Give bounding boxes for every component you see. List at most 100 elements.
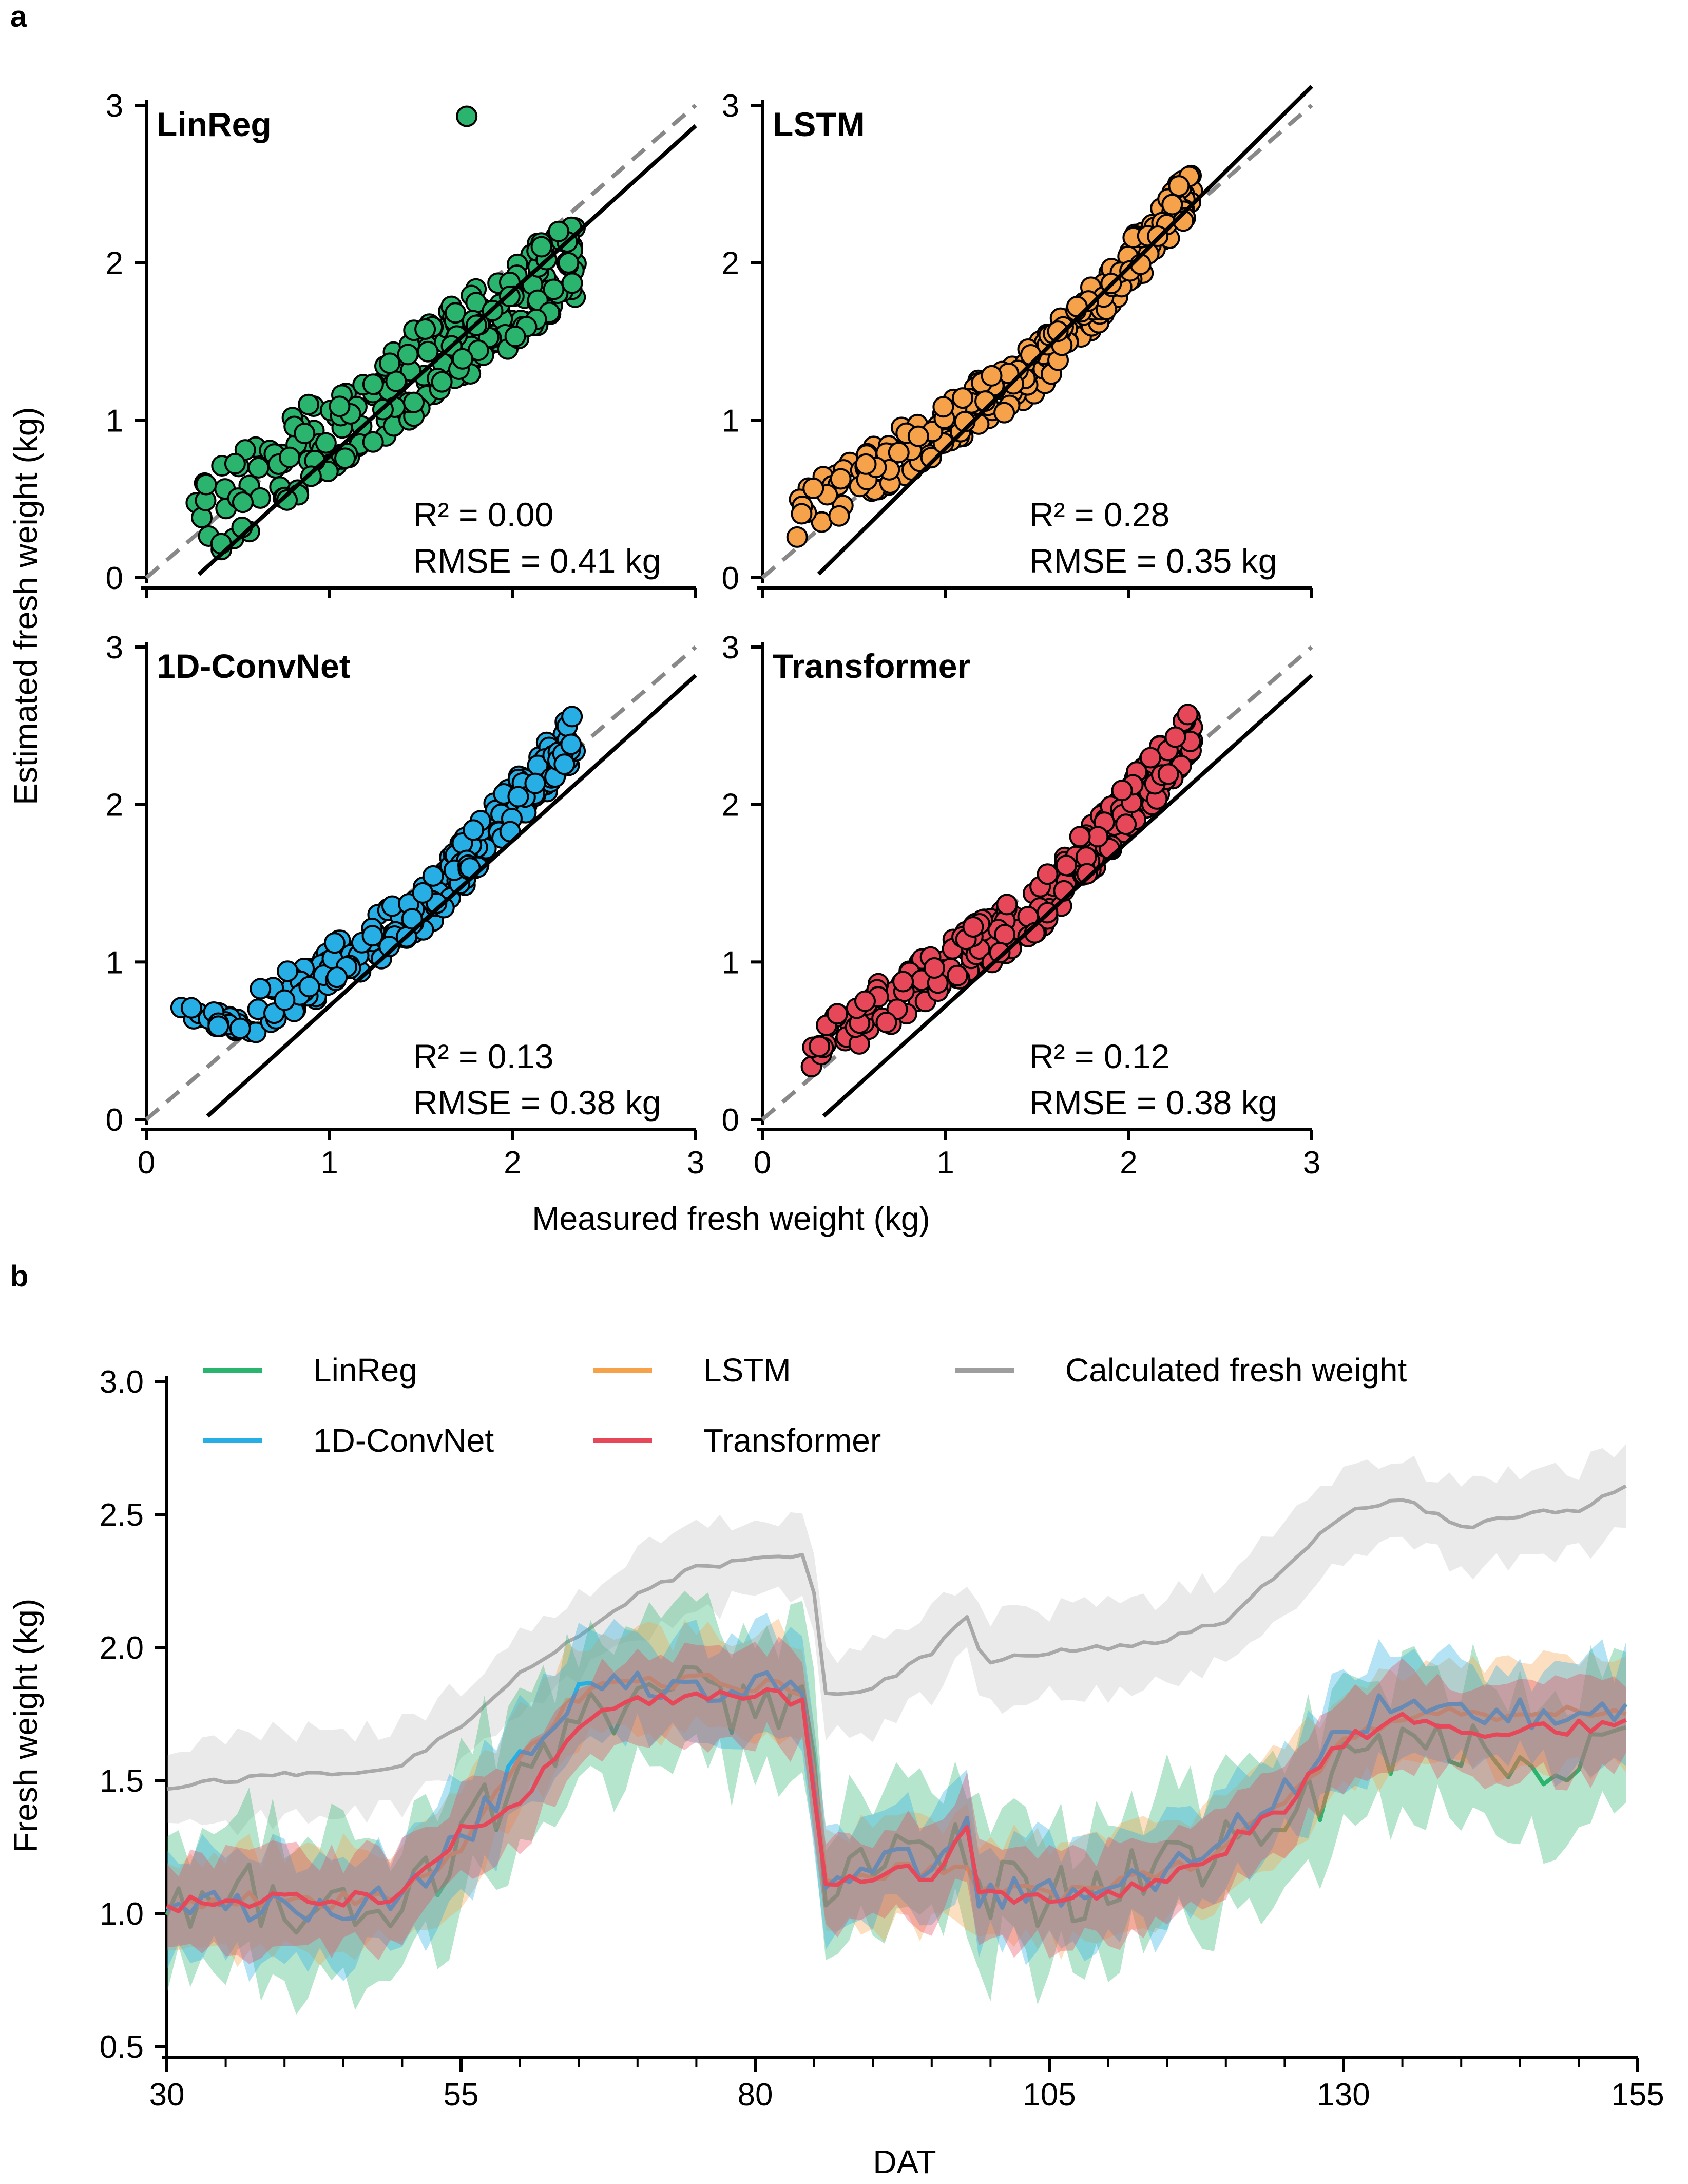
scatter-point <box>362 431 384 453</box>
panel-b-label: b <box>10 1260 28 1293</box>
scatter-point <box>1087 826 1109 848</box>
scatter-point <box>827 1003 849 1025</box>
scatter-point <box>1157 763 1179 785</box>
y-tick-label: 3 <box>722 630 739 666</box>
scatter-point <box>553 753 576 775</box>
scatter-point <box>195 473 217 496</box>
x-tick-label: 0 <box>138 1145 155 1181</box>
subplot-transformer: 0 1 2 3 0 1 2 3 Transformer R² = 0.12 RMSE = 0.38 … <box>722 630 1321 1181</box>
scatter-point <box>947 964 969 986</box>
x-tick-label: 130 <box>1317 2077 1370 2113</box>
timeseries-plot: 0.5 1.0 1.5 2.0 2.5 3.0 30 55 80 105 130 155 <box>100 1364 1664 2113</box>
y-tick-label: 0.5 <box>100 2029 144 2065</box>
scatter-point <box>1164 726 1186 748</box>
scatter-point <box>1069 826 1091 848</box>
band-calc <box>167 1444 1626 1836</box>
x-tick-label: 155 <box>1611 2077 1664 2113</box>
scatter-point <box>561 272 583 294</box>
scatter-point <box>809 1035 831 1057</box>
y-tick-label: 3 <box>106 630 123 666</box>
scatter-point <box>412 882 434 904</box>
scatter-point <box>907 425 929 447</box>
rmse-label: RMSE = 0.38 kg <box>1029 1084 1277 1122</box>
scatter-point <box>207 1015 229 1037</box>
x-tick-label: 80 <box>738 2077 773 2113</box>
line-calc <box>166 1484 1627 1791</box>
x-tick-label: 55 <box>444 2077 479 2113</box>
scatter-point <box>981 365 1003 387</box>
r2-label: R² = 0.00 <box>413 496 553 534</box>
y-tick-label: 3 <box>722 88 739 124</box>
scatter-point <box>378 936 400 958</box>
legend-label-transformer: Transformer <box>703 1422 881 1459</box>
fit-line <box>206 674 697 1118</box>
scatter-point <box>1047 320 1069 343</box>
scatter-point <box>279 446 301 468</box>
y-tick-label: 2 <box>106 246 123 281</box>
scatter-point <box>1037 863 1059 885</box>
scatter-point <box>791 503 813 525</box>
scatter-point <box>414 318 436 340</box>
legend-label-linreg: LinReg <box>313 1352 417 1389</box>
scatter-point <box>276 489 298 511</box>
panel-a-label: a <box>10 0 27 33</box>
y-tick-label: 2 <box>106 788 123 823</box>
scatter-point <box>1177 704 1199 726</box>
fit-line <box>817 85 1313 576</box>
scatter-point <box>274 989 296 1011</box>
r2-label: R² = 0.12 <box>1029 1037 1169 1075</box>
subplot-title: LinReg <box>157 105 272 143</box>
scatter-point <box>920 447 942 469</box>
y-tick-label: 0 <box>106 1103 123 1138</box>
scatter-point <box>277 960 299 982</box>
scatter-point <box>250 978 272 1000</box>
r2-label: R² = 0.28 <box>1029 496 1169 534</box>
fit-line <box>822 674 1313 1118</box>
scatter-point <box>952 387 974 409</box>
scatter-point <box>1168 175 1190 197</box>
scatter-point <box>417 340 439 363</box>
scatter-point <box>232 491 254 514</box>
y-tick-label: 2 <box>722 246 739 281</box>
scatter-point <box>294 423 316 445</box>
scatter-point <box>1076 863 1098 885</box>
scatter-point <box>298 393 320 415</box>
scatter-point <box>802 477 824 499</box>
scatter-point <box>1115 813 1137 835</box>
scatter-point <box>855 453 877 475</box>
scatter-panel: 0 1 2 3 LinReg R² = 0.00 RMSE = 0.41 kg 0 1 2 3 LS… <box>7 85 1321 1237</box>
timeseries-panel: 0.5 1.0 1.5 2.0 2.5 3.0 30 55 80 105 130 155 Fresh … <box>7 1352 1664 2180</box>
x-tick-label: 1 <box>320 1145 338 1181</box>
scatter-point <box>451 348 473 370</box>
scatter-point <box>247 457 270 479</box>
line-transformer <box>166 1687 1627 1913</box>
scatter-point <box>431 371 453 393</box>
scatter-point <box>543 278 565 300</box>
scatter-point <box>315 432 337 454</box>
scatter-point <box>524 772 546 794</box>
scatter-point <box>1139 747 1161 769</box>
rmse-label: RMSE = 0.41 kg <box>413 542 661 580</box>
y-tick-label: 1 <box>722 945 739 980</box>
band-transformer <box>167 1637 1626 1964</box>
scatter-point <box>786 526 808 548</box>
legend: LinReg LSTM Calculated fresh weight 1D-Conv… <box>203 1352 1407 1459</box>
scatter-point <box>422 865 444 887</box>
scatter-point <box>888 442 910 464</box>
scatter-point <box>401 908 423 930</box>
scatter-point <box>530 236 552 258</box>
scatter-point <box>229 1017 251 1039</box>
timeseries-x-axis-label: DAT <box>873 2143 936 2180</box>
scatter-point <box>830 468 852 490</box>
scatter-point <box>1161 194 1183 216</box>
band-lstm <box>167 1619 1626 1967</box>
fit-line <box>197 124 697 576</box>
legend-label-calc: Calculated fresh weight <box>1065 1352 1407 1389</box>
x-tick-label: 3 <box>1303 1145 1320 1181</box>
scatter-point <box>1111 780 1133 802</box>
subplot-1d-convnet: 0 1 2 3 0 1 2 3 1D-ConvNet R² = 0.13 RMSE = 0.38 k… <box>106 630 705 1181</box>
x-tick-label: 2 <box>1120 1145 1137 1181</box>
y-tick-label: 1 <box>106 403 123 439</box>
subplot-title: LSTM <box>773 105 865 143</box>
subplot-lstm: 0 1 2 3 LSTM R² = 0.28 RMSE = 0.35 kg <box>722 85 1313 598</box>
